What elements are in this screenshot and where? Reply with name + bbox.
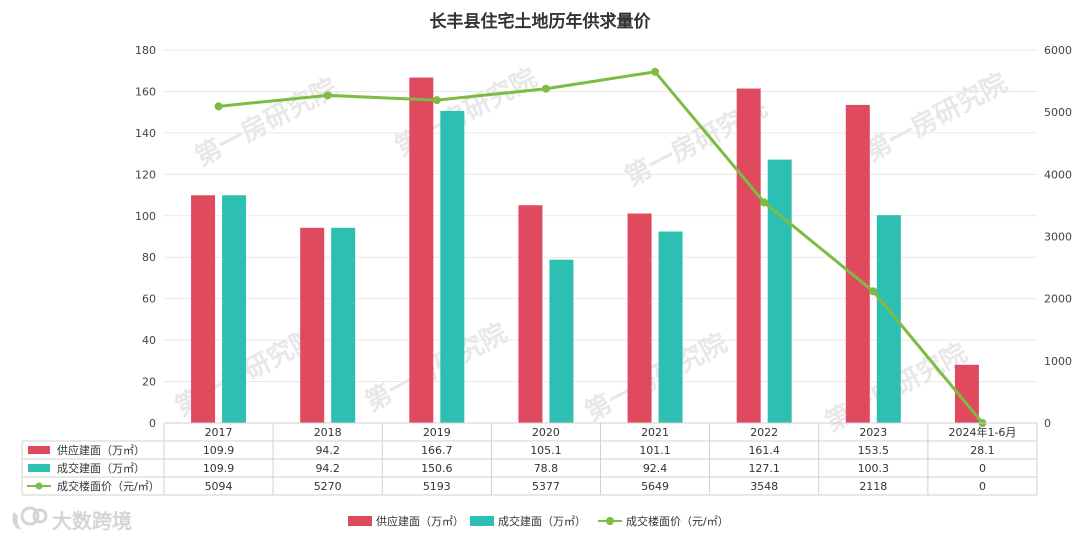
y-left-tick-label: 160	[135, 85, 156, 98]
bar-transaction	[222, 195, 247, 423]
table-series-name: 成交建面（万㎡）	[57, 461, 145, 475]
watermark-text: 第一房研究院	[580, 327, 732, 428]
x-tick-label: 2024年1-6月	[948, 425, 1016, 439]
bar-supply	[627, 213, 652, 423]
legend-swatch	[470, 516, 494, 526]
price-point	[214, 102, 223, 111]
price-point	[432, 96, 441, 105]
price-point	[651, 67, 660, 76]
price-point	[323, 91, 332, 100]
table-cell-value: 28.1	[970, 444, 995, 457]
price-point	[541, 84, 550, 93]
table-cell-value: 166.7	[421, 444, 453, 457]
y-axis-right: 0 1000 2000 3000 4000 5000 6000	[1044, 44, 1072, 430]
table-cell-value: 161.4	[748, 444, 780, 457]
y-right-tick-label: 2000	[1044, 293, 1072, 306]
y-left-tick-label: 60	[142, 293, 156, 306]
bar-transaction	[331, 227, 356, 423]
watermark-text: 第一房研究院	[360, 317, 512, 418]
legend: 供应建面（万㎡） 成交建面（万㎡） 成交楼面价（元/㎡）	[348, 514, 729, 528]
legend-label: 成交楼面价（元/㎡）	[626, 514, 729, 528]
table-cell-value: 0	[979, 462, 986, 475]
chart-title: 长丰县住宅土地历年供求量价	[430, 11, 652, 32]
x-tick-label: 2023	[859, 426, 887, 439]
y-right-tick-label: 3000	[1044, 231, 1072, 244]
bars	[191, 77, 979, 424]
table-cell-value: 127.1	[748, 462, 780, 475]
y-right-tick-label: 1000	[1044, 355, 1072, 368]
data-table: 2017 2018 2019 2020 2021 2022 2023 2024年1-6月供应建…	[21, 422, 1038, 496]
table-cell-value: 105.1	[530, 444, 562, 457]
table-cell-value: 5270	[314, 480, 342, 493]
y-right-tick-label: 0	[1044, 417, 1051, 430]
x-tick-label: 2019	[423, 426, 451, 439]
table-cell-value: 92.4	[643, 462, 668, 475]
table-cell-value: 101.1	[639, 444, 671, 457]
table-legend-marker	[35, 482, 43, 490]
table-cell-value: 0	[979, 480, 986, 493]
bar-transaction	[549, 259, 574, 423]
table-cell-value: 150.6	[421, 462, 453, 475]
y-right-tick-label: 5000	[1044, 106, 1072, 119]
price-point	[760, 198, 769, 207]
x-tick-label: 2020	[532, 426, 560, 439]
legend-label: 成交建面（万㎡）	[498, 514, 586, 528]
y-left-tick-label: 0	[149, 417, 156, 430]
y-left-tick-label: 100	[135, 210, 156, 223]
x-tick-label: 2018	[314, 426, 342, 439]
table-legend-swatch	[28, 464, 50, 472]
table-series-name: 成交楼面价（元/㎡）	[57, 479, 160, 493]
x-tick-label: 2022	[750, 426, 778, 439]
y-axis-left: 0 20 40 60 80 100 120 140 160 180	[135, 44, 156, 430]
y-right-tick-label: 4000	[1044, 168, 1072, 181]
table-cell-value: 5094	[205, 480, 233, 493]
table-cell-value: 94.2	[315, 462, 340, 475]
logo-icon	[12, 506, 48, 530]
table-cell-value: 3548	[750, 480, 778, 493]
bar-supply	[409, 77, 434, 424]
y-left-tick-label: 120	[135, 168, 156, 181]
legend-swatch	[348, 516, 372, 526]
price-line	[214, 67, 987, 427]
bar-supply	[191, 195, 216, 423]
price-point	[869, 287, 878, 296]
table-cell-value: 5193	[423, 480, 451, 493]
table-cell-value: 94.2	[315, 444, 340, 457]
watermark-text: 第一房研究院	[860, 67, 1012, 168]
bar-transaction	[767, 159, 792, 424]
price-line-path	[218, 70, 984, 424]
legend-marker	[606, 517, 614, 525]
bar-transaction	[440, 110, 465, 423]
x-tick-label: 2017	[205, 426, 233, 439]
bar-supply	[518, 205, 543, 423]
watermark-text: 第一房研究院	[190, 72, 342, 173]
table-cell-value: 78.8	[534, 462, 559, 475]
bar-supply	[845, 104, 870, 424]
table-cell-value: 153.5	[858, 444, 890, 457]
table-cell-value: 5649	[641, 480, 669, 493]
table-cell-value: 109.9	[203, 444, 235, 457]
y-left-tick-label: 40	[142, 334, 156, 347]
table-cell-value: 5377	[532, 480, 560, 493]
table-cell-value: 100.3	[858, 462, 890, 475]
table-series-name: 供应建面（万㎡）	[57, 443, 145, 457]
legend-label: 供应建面（万㎡）	[376, 514, 464, 528]
table-cell-value: 2118	[859, 480, 887, 493]
bar-supply	[736, 88, 761, 423]
logo: 大数跨境	[12, 506, 132, 533]
y-left-tick-label: 140	[135, 127, 156, 140]
logo-text: 大数跨境	[52, 509, 132, 533]
table-legend-swatch	[28, 446, 50, 454]
y-right-tick-label: 6000	[1044, 44, 1072, 57]
y-left-tick-label: 180	[135, 44, 156, 57]
y-left-tick-label: 80	[142, 251, 156, 264]
bar-transaction	[658, 231, 683, 423]
x-tick-label: 2021	[641, 426, 669, 439]
y-left-tick-label: 20	[142, 376, 156, 389]
table-cell-value: 109.9	[203, 462, 235, 475]
bar-supply	[300, 227, 325, 423]
